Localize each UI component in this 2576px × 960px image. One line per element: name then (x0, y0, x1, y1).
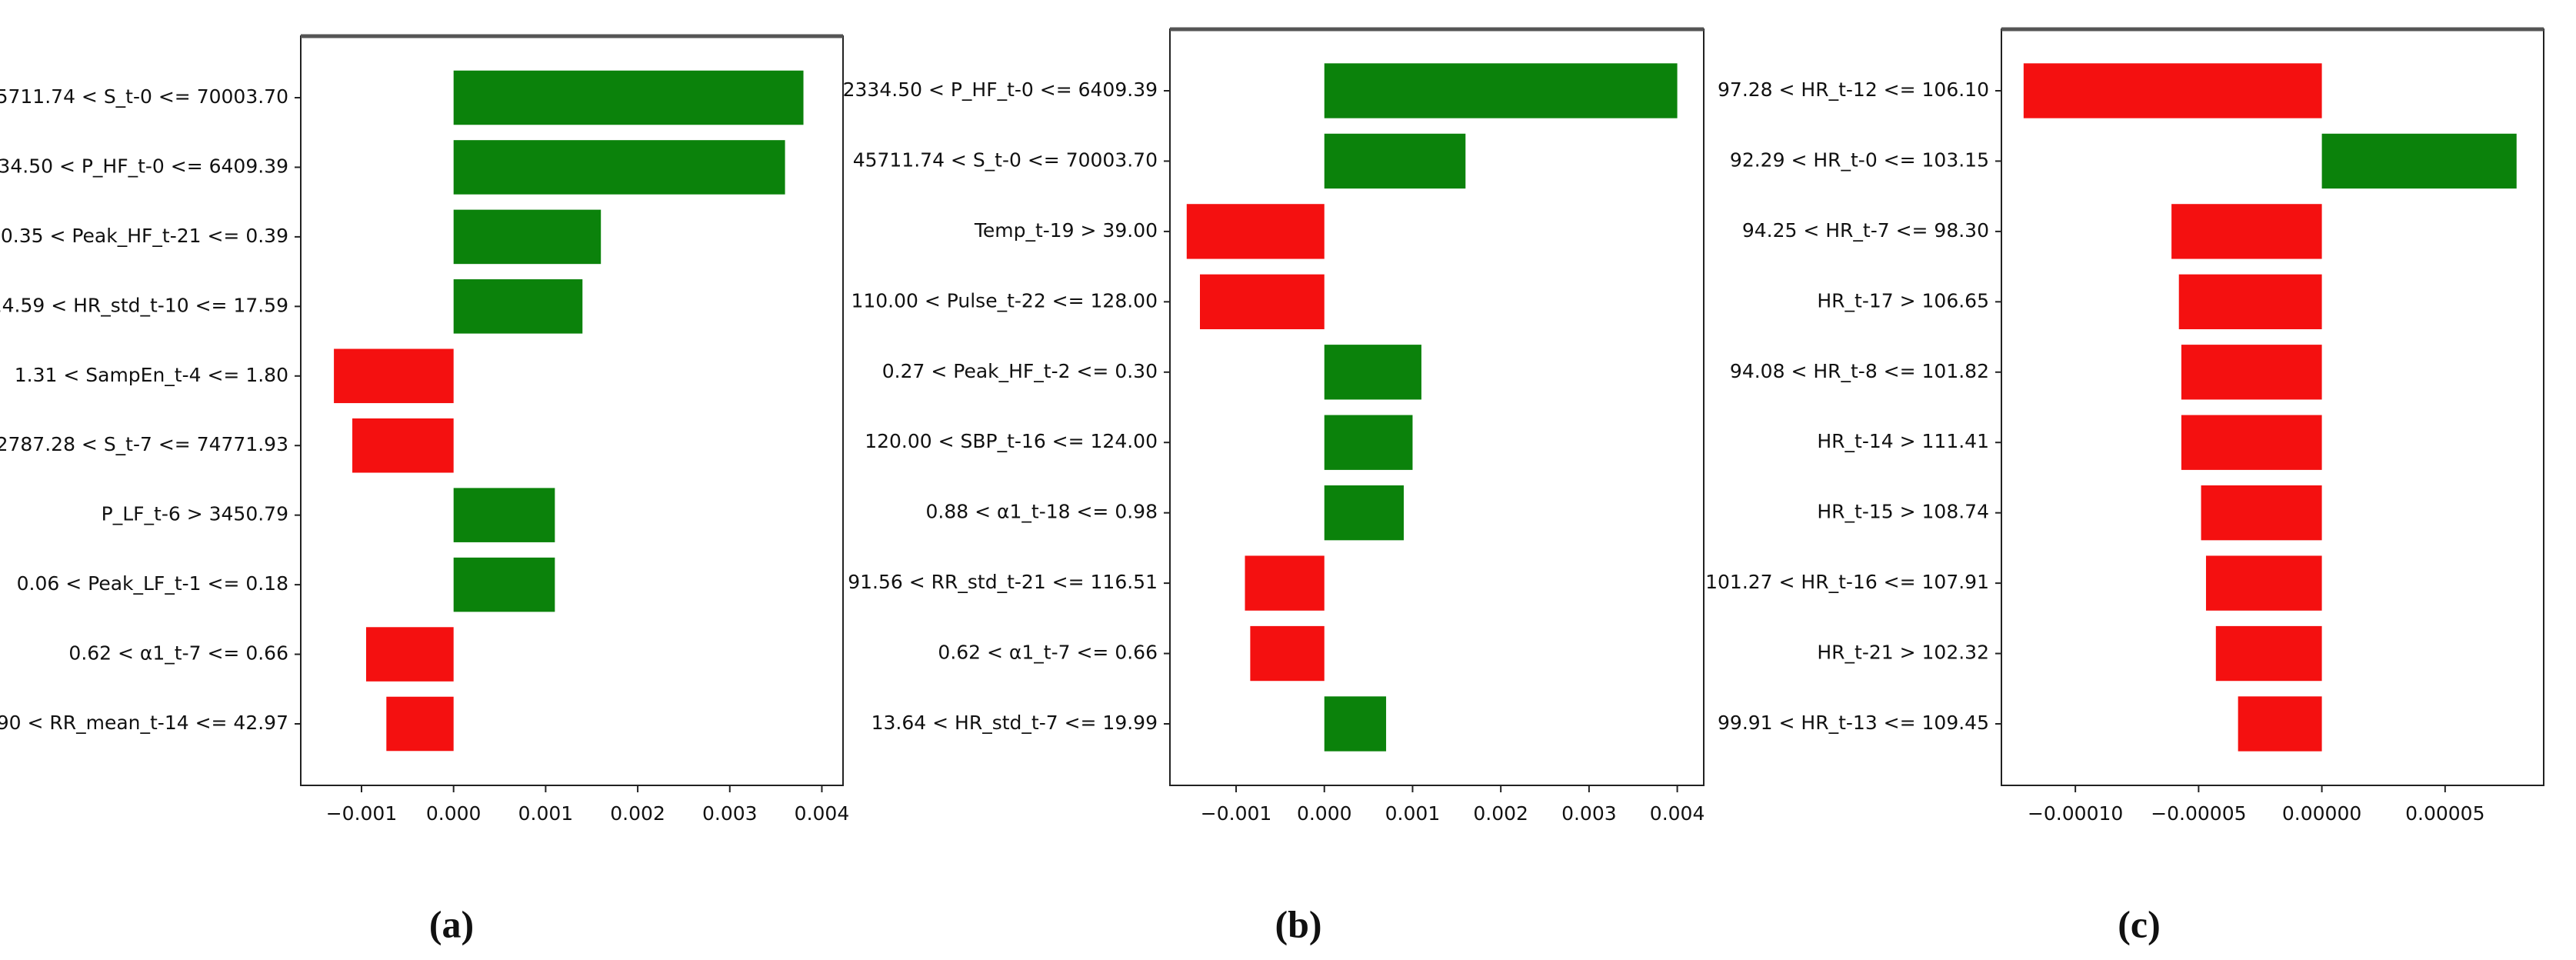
bar (1186, 204, 1325, 259)
bar (1324, 485, 1404, 541)
y-tick-label: HR_t-17 > 106.65 (1817, 289, 1989, 312)
x-tick-label: 0.00005 (2405, 802, 2484, 825)
bar (1200, 274, 1325, 329)
bar (453, 209, 602, 265)
y-tick-label: 0.27 < Peak_HF_t-2 <= 0.30 (882, 360, 1158, 382)
bar (1324, 345, 1421, 400)
y-tick-label: 2334.50 < P_HF_t-0 <= 6409.39 (843, 78, 1158, 101)
y-tick-label: HR_t-14 > 111.41 (1817, 430, 1989, 452)
y-tick-label: 120.00 < SBP_t-16 <= 124.00 (865, 430, 1158, 452)
bar (1245, 555, 1325, 611)
x-tick-label: 0.003 (702, 802, 758, 825)
bar (2181, 415, 2322, 470)
caption: (b) (1275, 902, 1321, 945)
y-tick-label: 14.59 < HR_std_t-10 <= 17.59 (0, 294, 288, 316)
bar (2205, 555, 2322, 611)
caption: (c) (2118, 902, 2161, 945)
bar (453, 140, 785, 195)
y-tick-label: 0.06 < Peak_LF_t-1 <= 0.18 (17, 572, 288, 595)
bar (2023, 63, 2322, 118)
y-tick-label: 94.08 < HR_t-8 <= 101.82 (1730, 360, 1989, 382)
y-tick-label: P_LF_t-6 > 3450.79 (102, 503, 288, 525)
x-tick-label: −0.001 (326, 802, 398, 825)
bar (1324, 63, 1678, 118)
x-tick-label: 0.003 (1561, 802, 1617, 825)
bar (2238, 696, 2322, 752)
x-tick-label: 0.000 (1297, 802, 1352, 825)
y-tick-label: 0.88 < α1_t-18 <= 0.98 (926, 501, 1158, 523)
x-tick-label: 0.001 (1385, 802, 1441, 825)
bar (2171, 204, 2322, 259)
y-tick-label: 42787.28 < S_t-7 <= 74771.93 (0, 433, 288, 455)
y-tick-label: 45711.74 < S_t-0 <= 70003.70 (0, 85, 288, 108)
y-tick-label: 91.56 < RR_std_t-21 <= 116.51 (848, 571, 1158, 593)
bar (2178, 274, 2322, 329)
x-tick-label: 0.004 (795, 802, 850, 825)
bar (453, 557, 555, 612)
y-tick-label: 20.90 < RR_mean_t-14 <= 42.97 (0, 712, 288, 734)
bar (386, 696, 454, 752)
y-tick-label: 97.28 < HR_t-12 <= 106.10 (1718, 78, 1989, 101)
y-tick-label: 0.35 < Peak_HF_t-21 <= 0.39 (1, 225, 288, 247)
y-tick-label: HR_t-21 > 102.32 (1817, 642, 1989, 664)
x-tick-label: 0.001 (518, 802, 574, 825)
bar (453, 70, 804, 125)
y-tick-label: 2334.50 < P_HF_t-0 <= 6409.39 (0, 155, 288, 177)
y-tick-label: 94.25 < HR_t-7 <= 98.30 (1742, 219, 1989, 242)
x-tick-label: −0.00010 (2028, 802, 2123, 825)
bar (365, 627, 454, 682)
x-tick-label: −0.00005 (2151, 802, 2246, 825)
bar (2201, 485, 2322, 541)
y-tick-label: 0.62 < α1_t-7 <= 0.66 (938, 642, 1158, 664)
y-tick-label: 92.29 < HR_t-0 <= 103.15 (1730, 148, 1989, 171)
bar (453, 279, 583, 334)
y-tick-label: 45711.74 < S_t-0 <= 70003.70 (853, 148, 1158, 171)
y-tick-label: 0.62 < α1_t-7 <= 0.66 (68, 642, 288, 665)
y-tick-label: Temp_t-19 > 39.00 (974, 219, 1158, 242)
bar (352, 418, 454, 473)
bar (1324, 696, 1387, 752)
x-tick-label: 0.000 (426, 802, 482, 825)
y-tick-label: 110.00 < Pulse_t-22 <= 128.00 (851, 289, 1158, 312)
y-tick-label: HR_t-15 > 108.74 (1817, 501, 1989, 523)
bar (1250, 625, 1325, 682)
y-tick-label: 1.31 < SampEn_t-4 <= 1.80 (15, 364, 288, 386)
bar (453, 488, 555, 542)
y-tick-label: 101.27 < HR_t-16 <= 107.91 (1705, 571, 1989, 593)
x-tick-label: 0.002 (1473, 802, 1528, 825)
x-tick-label: −0.001 (1201, 802, 1272, 825)
bar (1324, 133, 1466, 189)
bar (2215, 625, 2322, 682)
x-tick-label: 0.002 (610, 802, 665, 825)
bar (2181, 345, 2322, 400)
y-tick-label: 13.64 < HR_std_t-7 <= 19.99 (871, 712, 1158, 734)
bar (2321, 133, 2517, 189)
bar (1324, 415, 1413, 470)
x-tick-label: 0.00000 (2282, 802, 2361, 825)
bar (334, 348, 454, 404)
caption: (a) (429, 902, 474, 945)
y-tick-label: 99.91 < HR_t-13 <= 109.45 (1718, 712, 1989, 734)
x-tick-label: 0.004 (1650, 802, 1705, 825)
